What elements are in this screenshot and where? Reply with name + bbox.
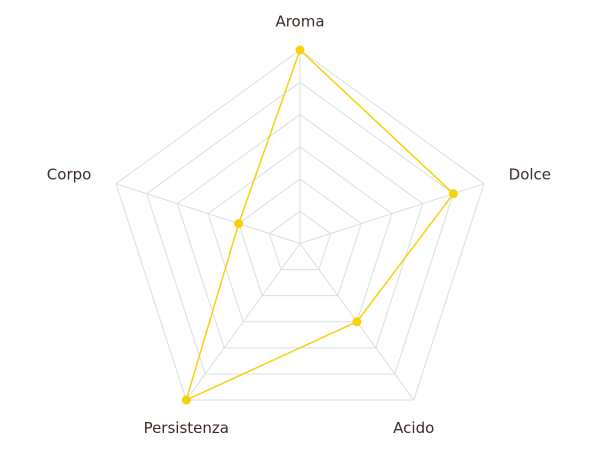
grid-ring bbox=[268, 210, 332, 271]
data-point bbox=[234, 219, 244, 229]
spoke bbox=[185, 243, 301, 401]
data-point bbox=[448, 189, 458, 199]
axis-label: Dolce bbox=[509, 166, 551, 184]
grid-ring bbox=[115, 49, 485, 401]
data-area bbox=[185, 48, 455, 402]
data-point bbox=[295, 45, 305, 55]
grid-ring bbox=[207, 146, 393, 323]
data-point bbox=[181, 395, 191, 405]
axis-label: Persistenza bbox=[144, 419, 229, 437]
data-point bbox=[352, 317, 362, 327]
axis-label: Acido bbox=[393, 419, 434, 437]
grid-ring bbox=[238, 178, 362, 297]
axis-label: Aroma bbox=[275, 13, 324, 31]
spoke bbox=[115, 183, 301, 244]
axis-label: Corpo bbox=[47, 166, 92, 184]
grid-ring bbox=[146, 81, 454, 375]
